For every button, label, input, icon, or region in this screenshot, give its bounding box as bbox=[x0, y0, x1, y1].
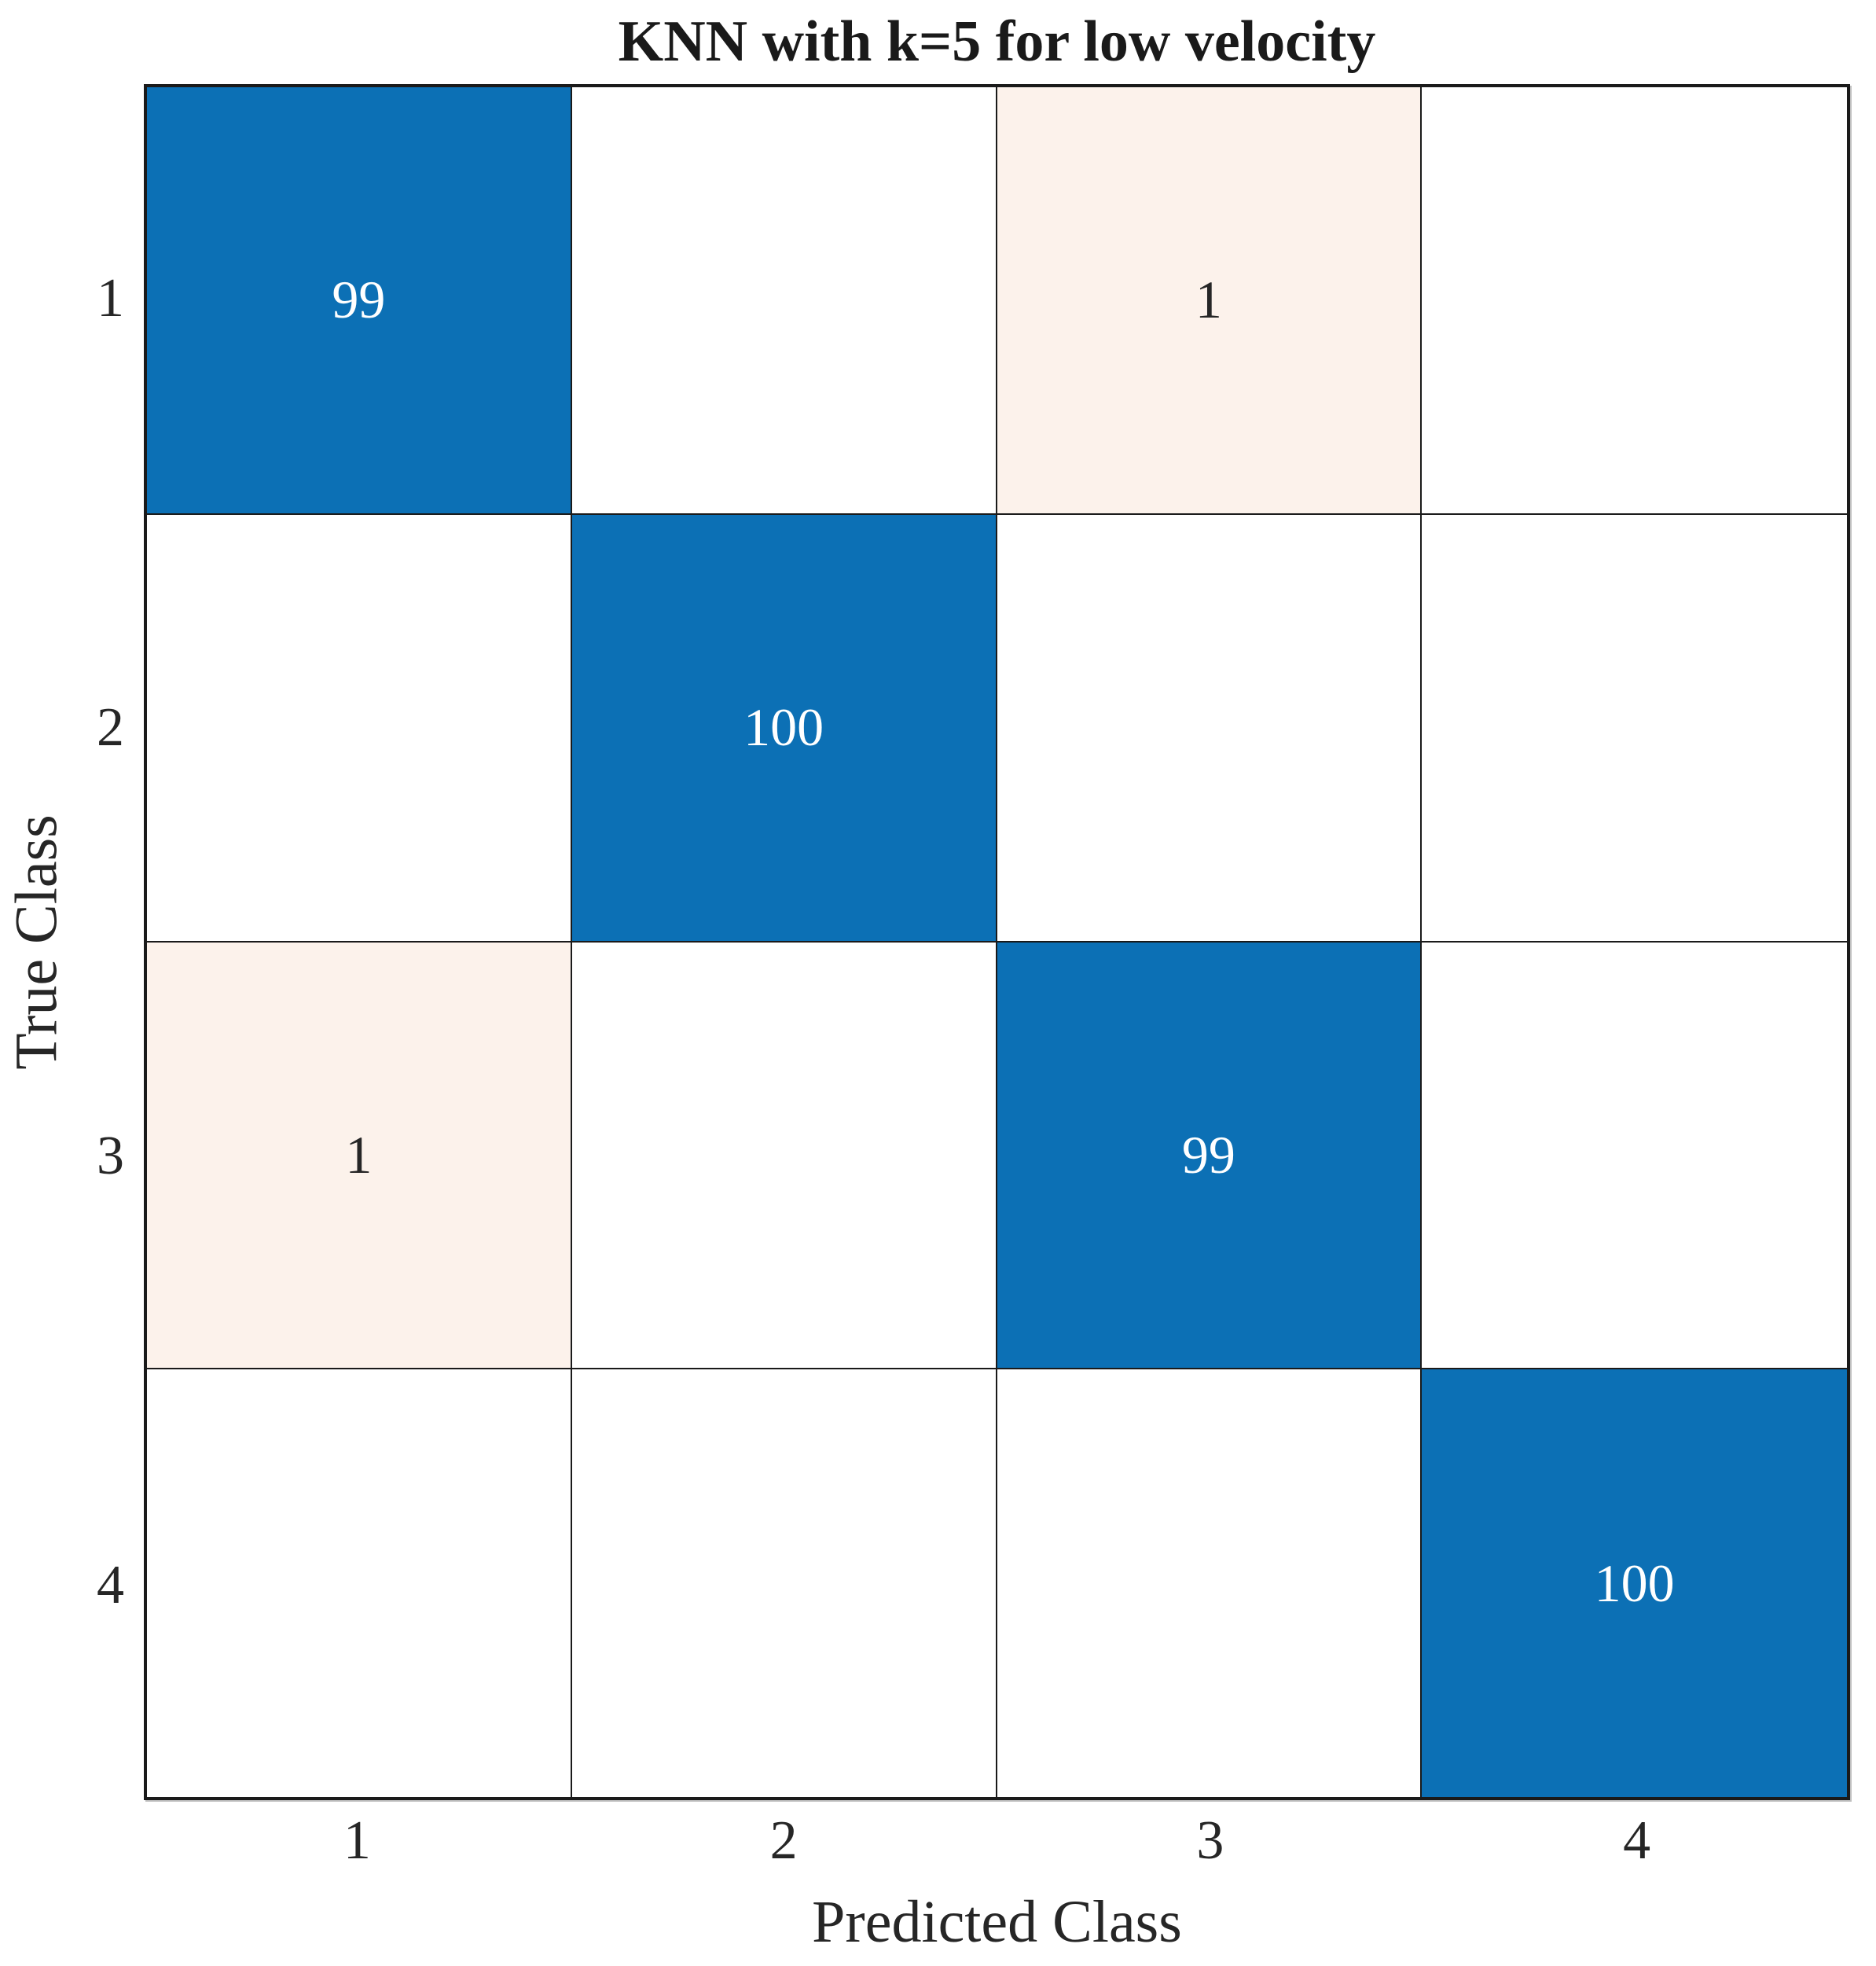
matrix-cell-r2c4 bbox=[1422, 514, 1847, 943]
matrix-cell-r2c3 bbox=[997, 514, 1423, 943]
y-tick-label-3: 3 bbox=[97, 1126, 124, 1187]
x-axis-ticks: 1 2 3 4 bbox=[144, 1810, 1850, 1885]
x-tick-label-4: 4 bbox=[1623, 1810, 1651, 1871]
matrix-cell-r2c2: 100 bbox=[571, 514, 997, 943]
y-tick-label-4: 4 bbox=[97, 1555, 124, 1616]
matrix-cell-r4c3 bbox=[997, 1369, 1423, 1797]
matrix-cell-r3c4 bbox=[1422, 942, 1847, 1370]
chart-title: KNN with k=5 for low velocity bbox=[618, 9, 1376, 74]
matrix-cell-r3c1: 1 bbox=[147, 942, 572, 1370]
matrix-cell-r4c1 bbox=[147, 1369, 572, 1797]
y-tick-label-2: 2 bbox=[97, 696, 124, 758]
y-tick-label-1: 1 bbox=[97, 267, 124, 329]
matrix-cell-r2c1 bbox=[147, 514, 572, 943]
x-axis-label: Predicted Class bbox=[812, 1889, 1182, 1955]
confusion-matrix-grid: 99 1 100 1 99 100 bbox=[144, 84, 1850, 1800]
matrix-cell-r1c2 bbox=[571, 87, 997, 515]
x-tick-label-1: 1 bbox=[343, 1810, 371, 1871]
matrix-cell-r1c4 bbox=[1422, 87, 1847, 515]
matrix-cell-r3c2 bbox=[571, 942, 997, 1370]
matrix-cell-r4c4: 100 bbox=[1422, 1369, 1847, 1797]
matrix-cell-r1c1: 99 bbox=[147, 87, 572, 515]
x-tick-label-3: 3 bbox=[1196, 1810, 1224, 1871]
matrix-cell-r3c3: 99 bbox=[997, 942, 1423, 1370]
matrix-cell-r1c3: 1 bbox=[997, 87, 1423, 515]
matrix-cell-r4c2 bbox=[571, 1369, 997, 1797]
y-axis-ticks: 1 2 3 4 bbox=[0, 84, 124, 1800]
x-tick-label-2: 2 bbox=[769, 1810, 798, 1871]
